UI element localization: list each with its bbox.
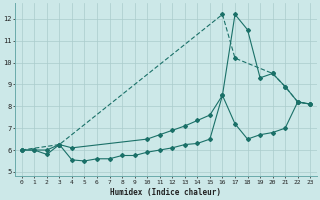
- X-axis label: Humidex (Indice chaleur): Humidex (Indice chaleur): [110, 188, 221, 197]
